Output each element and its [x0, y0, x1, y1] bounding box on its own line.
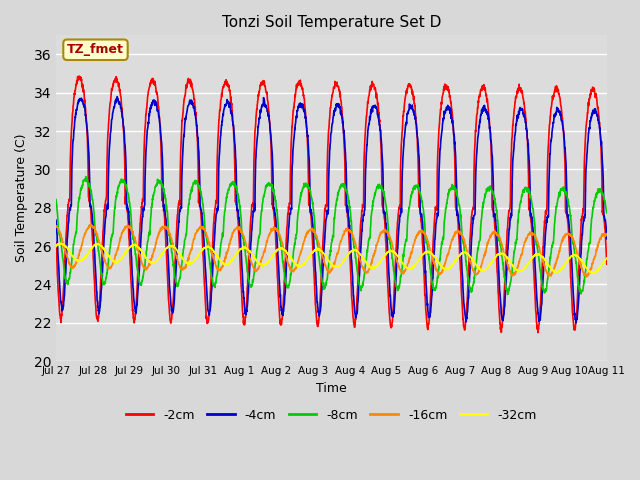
- -4cm: [385, 277, 393, 283]
- -2cm: [52, 240, 60, 245]
- -2cm: [76, 73, 83, 79]
- Legend: -2cm, -4cm, -8cm, -16cm, -32cm: -2cm, -4cm, -8cm, -16cm, -32cm: [121, 404, 541, 427]
- Line: -16cm: -16cm: [56, 224, 640, 277]
- -8cm: [385, 235, 393, 241]
- -2cm: [527, 216, 534, 221]
- -16cm: [632, 239, 639, 245]
- Title: Tonzi Soil Temperature Set D: Tonzi Soil Temperature Set D: [221, 15, 441, 30]
- X-axis label: Time: Time: [316, 382, 347, 395]
- -8cm: [527, 194, 534, 200]
- -8cm: [82, 174, 90, 180]
- -8cm: [52, 197, 60, 203]
- -32cm: [527, 257, 534, 263]
- Line: -4cm: -4cm: [56, 96, 640, 325]
- -8cm: [614, 292, 621, 298]
- -4cm: [113, 94, 121, 99]
- -4cm: [111, 103, 118, 108]
- -8cm: [560, 184, 568, 190]
- -32cm: [626, 272, 634, 277]
- -16cm: [87, 221, 95, 227]
- -16cm: [52, 223, 60, 229]
- -4cm: [238, 260, 246, 265]
- -2cm: [632, 112, 639, 118]
- -2cm: [111, 77, 119, 83]
- Line: -32cm: -32cm: [56, 243, 640, 275]
- -32cm: [385, 249, 393, 254]
- -16cm: [582, 274, 590, 280]
- -16cm: [385, 233, 393, 239]
- -2cm: [385, 311, 393, 316]
- -4cm: [52, 217, 60, 223]
- Line: -2cm: -2cm: [56, 76, 640, 333]
- -4cm: [560, 132, 568, 138]
- -32cm: [632, 267, 639, 273]
- -2cm: [607, 330, 615, 336]
- -4cm: [527, 212, 534, 217]
- -2cm: [560, 135, 568, 141]
- -4cm: [632, 119, 639, 124]
- Line: -8cm: -8cm: [56, 177, 640, 295]
- -16cm: [560, 233, 568, 239]
- -8cm: [238, 228, 246, 234]
- -16cm: [238, 229, 246, 235]
- -8cm: [632, 190, 639, 195]
- -2cm: [238, 291, 246, 297]
- Text: TZ_fmet: TZ_fmet: [67, 43, 124, 56]
- -4cm: [609, 323, 616, 328]
- -32cm: [58, 240, 65, 246]
- -16cm: [527, 231, 534, 237]
- -32cm: [560, 264, 568, 269]
- -32cm: [52, 244, 60, 250]
- Y-axis label: Soil Temperature (C): Soil Temperature (C): [15, 134, 28, 263]
- -16cm: [111, 255, 119, 261]
- -32cm: [238, 246, 246, 252]
- -32cm: [111, 259, 119, 264]
- -8cm: [111, 205, 119, 211]
